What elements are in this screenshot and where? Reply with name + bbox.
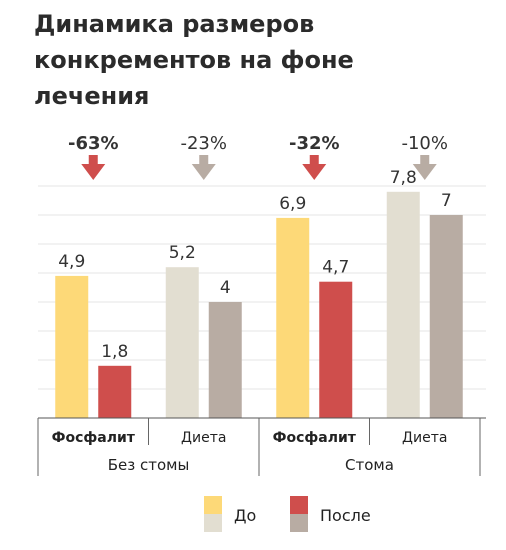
group-label: Стома xyxy=(345,456,394,474)
legend-swatch xyxy=(290,514,308,532)
bars: 4,9 1,8 5,2 4 6,9 4,7 7,8 7 xyxy=(55,168,463,418)
legend-swatch xyxy=(204,496,222,514)
tick-label: Диета xyxy=(181,430,226,446)
change-arrow-head xyxy=(302,164,327,180)
bar-after xyxy=(98,365,132,418)
bar-after xyxy=(429,215,463,418)
legend-swatch xyxy=(290,496,308,514)
group-label: Без стомы xyxy=(108,456,190,474)
bar-before xyxy=(276,217,310,418)
data-label: 6,9 xyxy=(279,194,306,214)
change-arrow-head xyxy=(81,164,106,180)
tick-label: Диета xyxy=(402,430,447,446)
legend-label: До xyxy=(234,506,256,525)
change-arrow-shaft xyxy=(199,155,209,165)
legend-swatch xyxy=(204,514,222,532)
bar-before xyxy=(165,267,199,418)
bar-after xyxy=(319,281,353,418)
data-label: 4 xyxy=(220,278,231,298)
data-label: 5,2 xyxy=(169,243,196,263)
chart-title: Динамика размеров конкрементов на фоне л… xyxy=(34,10,354,110)
change-label: -63% xyxy=(68,133,119,154)
tick-label: Фосфалит xyxy=(273,430,357,446)
data-label: 7 xyxy=(441,191,452,211)
category-axis: Фосфалит Диета Фосфалит Диета Без стомы Стома xyxy=(37,417,486,476)
change-arrow-head xyxy=(191,164,216,180)
bar-before xyxy=(386,191,420,418)
legend-label: После xyxy=(320,506,371,525)
data-label: 1,8 xyxy=(101,342,128,362)
data-label: 7,8 xyxy=(390,168,417,188)
change-arrow-shaft xyxy=(88,155,98,165)
change-label: -32% xyxy=(289,133,340,154)
change-arrow-shaft xyxy=(309,155,319,165)
change-indicators: -63% -23% -32% -10% xyxy=(68,133,448,180)
bar-before xyxy=(55,275,89,418)
change-label: -23% xyxy=(180,133,227,154)
tick-label: Фосфалит xyxy=(52,430,136,446)
change-label: -10% xyxy=(401,133,448,154)
bar-after xyxy=(208,302,242,418)
change-arrow-shaft xyxy=(420,155,430,165)
data-label: 4,9 xyxy=(58,252,85,272)
change-arrow-head xyxy=(412,164,437,180)
data-label: 4,7 xyxy=(322,258,349,278)
legend: До После xyxy=(204,496,371,532)
